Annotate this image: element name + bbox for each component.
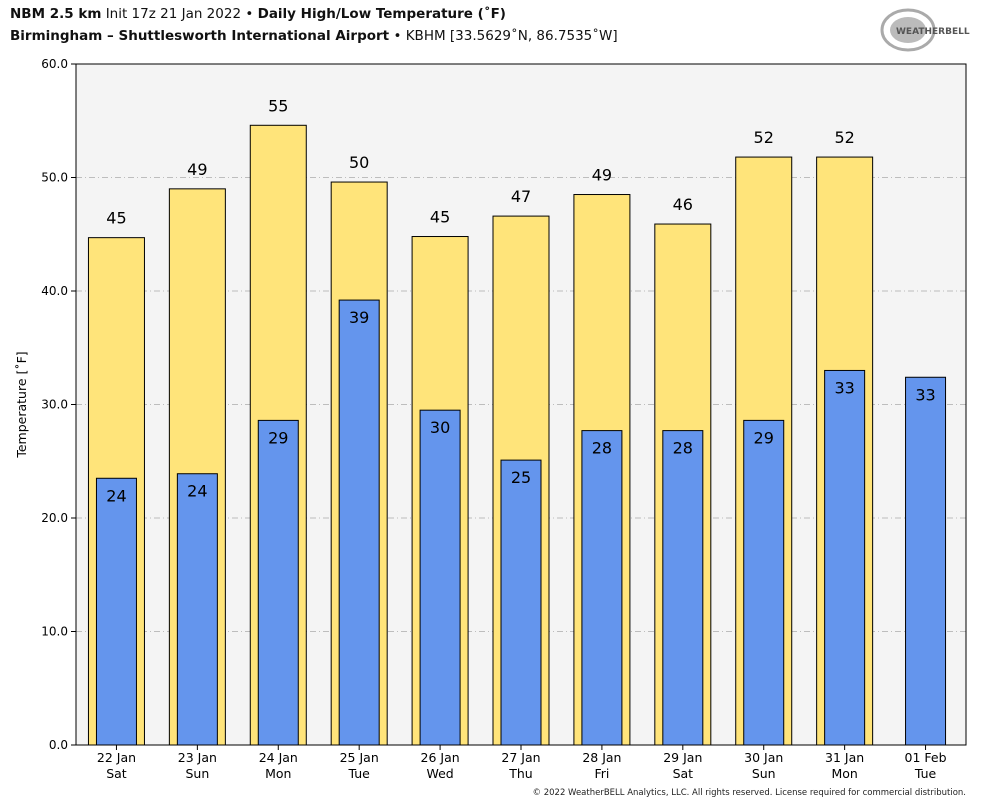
high-label: 52: [754, 128, 774, 147]
title-line-2: Birmingham – Shuttlesworth International…: [10, 28, 618, 44]
x-tick-day: Mon: [831, 766, 857, 781]
low-bar: [95, 477, 137, 746]
high-label: 50: [349, 153, 369, 172]
x-tick-date: 25 Jan: [340, 750, 379, 765]
x-tick-date: 22 Jan: [97, 750, 136, 765]
low-bar: [905, 376, 947, 746]
low-label: 28: [673, 439, 693, 458]
x-tick-day: Tue: [348, 766, 371, 781]
x-tick-date: 24 Jan: [259, 750, 298, 765]
plot-border: [75, 63, 967, 746]
y-tick-label: 60.0: [41, 57, 68, 71]
x-tick-day: Thu: [508, 766, 532, 781]
high-label: 52: [834, 128, 854, 147]
low-bar: [824, 369, 866, 746]
low-bar: [257, 419, 299, 746]
copyright-footer: © 2022 WeatherBELL Analytics, LLC. All r…: [532, 788, 966, 798]
high-label: 49: [187, 160, 207, 179]
low-bar: [581, 430, 623, 746]
x-tick-date: 29 Jan: [663, 750, 702, 765]
high-label: 45: [430, 208, 450, 227]
x-tick-date: 27 Jan: [501, 750, 540, 765]
high-label: 49: [592, 166, 612, 185]
low-label: 24: [187, 482, 207, 501]
y-tick-label: 10.0: [41, 625, 68, 639]
y-tick-label: 20.0: [41, 511, 68, 525]
high-label: 45: [106, 209, 126, 228]
x-tick-day: Sat: [673, 766, 694, 781]
title-line-1: NBM 2.5 km Init 17z 21 Jan 2022 • Daily …: [10, 6, 506, 22]
x-tick-day: Sat: [106, 766, 127, 781]
y-tick-label: 50.0: [41, 171, 68, 185]
x-tick-date: 01 Feb: [905, 750, 947, 765]
separator: •: [245, 6, 254, 22]
low-bar: [176, 473, 218, 746]
low-label: 29: [754, 428, 774, 447]
low-label: 28: [592, 439, 612, 458]
low-label: 25: [511, 468, 531, 487]
site-name: Birmingham – Shuttlesworth International…: [10, 28, 390, 44]
x-tick-date: 28 Jan: [582, 750, 621, 765]
chart-title: Daily High/Low Temperature (˚F): [257, 6, 506, 22]
low-label: 24: [106, 486, 126, 505]
low-label: 33: [834, 378, 854, 397]
init-time: Init 17z 21 Jan 2022: [105, 6, 242, 22]
low-bar: [743, 419, 785, 746]
x-tick-day: Fri: [594, 766, 609, 781]
low-bar: [500, 459, 542, 746]
model-name: NBM 2.5 km: [10, 6, 102, 22]
low-label: 30: [430, 418, 450, 437]
low-bar: [338, 299, 380, 746]
low-label: 29: [268, 428, 288, 447]
x-tick-date: 26 Jan: [421, 750, 460, 765]
high-label: 47: [511, 187, 531, 206]
y-tick-label: 40.0: [41, 284, 68, 298]
x-tick-date: 30 Jan: [744, 750, 783, 765]
x-tick-day: Tue: [914, 766, 937, 781]
low-bar: [419, 409, 461, 746]
x-tick-day: Mon: [265, 766, 291, 781]
x-tick-date: 23 Jan: [178, 750, 217, 765]
high-label: 55: [268, 96, 288, 115]
high-label: 46: [673, 195, 693, 214]
low-label: 33: [915, 385, 935, 404]
y-tick-label: 0.0: [49, 738, 68, 752]
x-tick-day: Sun: [752, 766, 776, 781]
x-tick-date: 31 Jan: [825, 750, 864, 765]
low-bar: [662, 430, 704, 746]
y-tick-label: 30.0: [41, 398, 68, 412]
station-info: KBHM [33.5629˚N, 86.7535˚W]: [405, 28, 618, 44]
separator: •: [393, 28, 402, 44]
y-axis-label: Temperature [˚F]: [14, 351, 29, 458]
low-label: 39: [349, 308, 369, 327]
x-tick-day: Sun: [185, 766, 209, 781]
x-tick-day: Wed: [426, 766, 453, 781]
svg-text:WEATHERBELL: WEATHERBELL: [896, 27, 970, 37]
weatherbell-logo: WEATHERBELL: [880, 8, 970, 52]
